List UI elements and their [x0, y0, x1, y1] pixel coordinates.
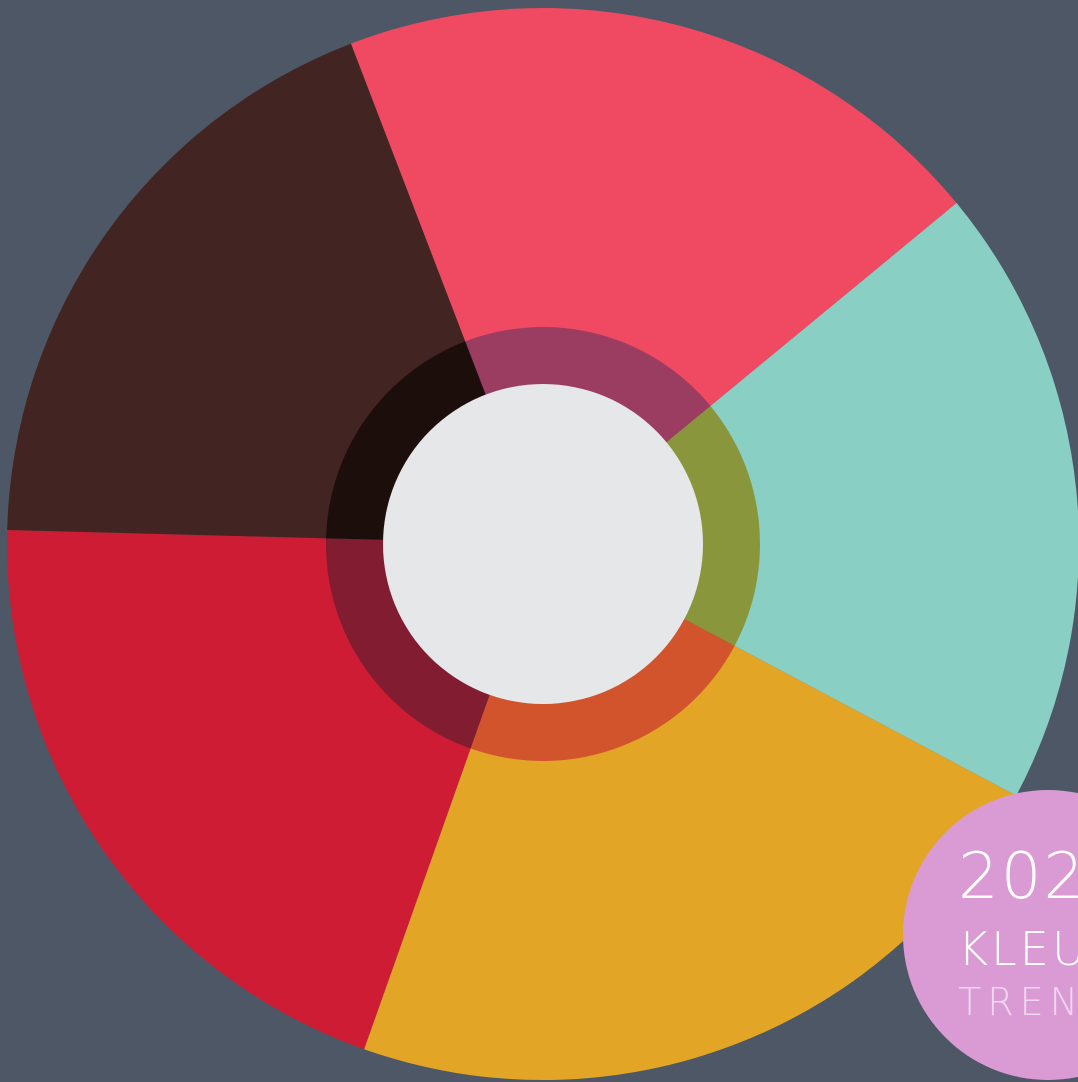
outer-segments	[6, 7, 1078, 1081]
inner-ring-segments	[325, 326, 761, 761]
pink-segment-inner-ring	[465, 326, 711, 443]
yellow-segment-inner-ring	[470, 618, 735, 761]
wheel-center	[383, 384, 703, 704]
pink-segment	[350, 7, 957, 407]
brown-segment	[7, 43, 466, 539]
badge-title: KLEUR	[958, 922, 1078, 976]
red-segment	[6, 529, 471, 1050]
brown-segment-inner-ring	[326, 341, 487, 540]
badge-year: 2025	[958, 840, 1078, 914]
red-segment-inner-ring	[325, 538, 490, 749]
badge-subtitle: TRENDS	[958, 980, 1078, 1024]
teal-segment	[709, 203, 1078, 796]
yellow-segment	[364, 645, 1017, 1081]
teal-segment-inner-ring	[665, 405, 761, 646]
